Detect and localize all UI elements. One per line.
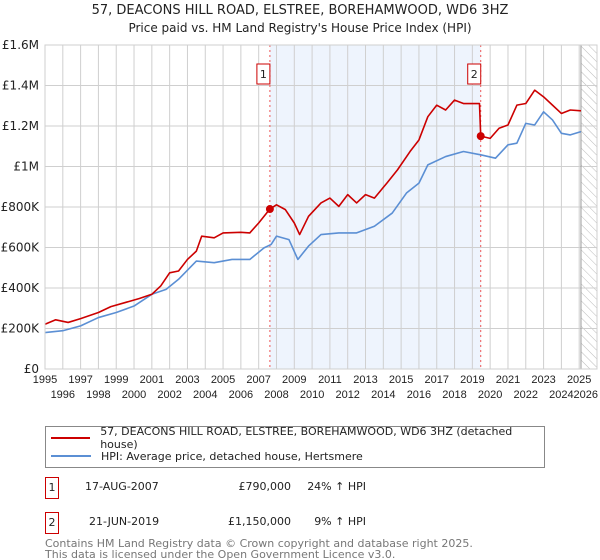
sale-marker-label: 2 [471,68,478,81]
y-tick-label: £1.4M [2,79,39,93]
transaction-price: £790,000 [238,480,292,493]
legend-red-line [51,437,91,439]
sale-point [265,205,274,214]
x-tick-label: 2002 [157,389,181,401]
y-tick-label: £1.2M [2,119,39,133]
footer-copyright: Contains HM Land Registry data © Crown c… [45,537,473,550]
x-tick-label: 2018 [442,389,466,401]
transaction-badge: 2 [45,512,59,534]
x-tick-label: 2010 [300,389,324,401]
transaction-date: 17-AUG-2007 [85,480,159,493]
x-tick-label: 2004 [193,389,217,401]
x-tick-label: 2003 [175,374,199,386]
price-chart: 1995 1996 1997 1998 1999 2000 2001 2002 2003 2004… [1,38,598,401]
sale-point [476,132,485,141]
x-tick-label: 2023 [531,374,555,386]
x-tick-label: 2017 [424,374,448,386]
legend-blue-line [51,455,91,457]
x-tick-label: 2025 [567,374,591,386]
x-tick-label: 2008 [264,389,288,401]
y-tick-label: £600K [1,241,41,255]
x-tick-label: 2012 [335,389,359,401]
sale-marker-label: 1 [260,68,267,81]
y-tick-label: £0 [24,362,39,376]
x-tick-label: 1998 [86,389,110,401]
sale-marker-box [467,63,482,85]
plot-border [44,44,598,370]
transaction-hpi: 9% ↑ HPI [314,515,366,528]
x-tick-label: 2022 [514,389,538,401]
legend-label-hpi: HPI: Average price, detached house, Hert… [101,449,363,463]
x-tick-label: 2005 [211,374,235,386]
x-tick-label: 2020 [478,389,502,401]
x-tick-label: 2015 [389,374,413,386]
legend: 57, DEACONS HILL ROAD, ELSTREE, BOREHAMW… [45,425,545,468]
x-tick-label: 1997 [68,374,92,386]
x-tick-label: 2016 [407,389,431,401]
transaction-hpi: 24% ↑ HPI [307,480,366,493]
y-tick-label: £1.6M [2,38,39,52]
x-tick-label: 2007 [246,374,270,386]
x-tick-label: 2009 [282,374,306,386]
y-tick-label: £1M [13,160,39,174]
transaction-row: 2 21-JUN-2019 £1,150,000 9% ↑ HPI [45,512,445,534]
y-tick-label: £200K [1,322,41,336]
x-tick-label: 2019 [460,374,484,386]
x-tick-label: 2026 [574,389,598,401]
y-tick-label: £800K [1,200,41,214]
legend-item-hpi: HPI: Average price, detached house, Hert… [51,448,363,464]
chart-subtitle: Price paid vs. HM Land Registry's House … [128,21,472,35]
property-price-line [44,89,582,325]
transaction-row: 1 17-AUG-2007 £790,000 24% ↑ HPI [45,477,445,499]
x-tick-label: 2011 [318,374,342,386]
chart-title: 57, DEACONS HILL ROAD, ELSTREE, BOREHAMW… [91,3,509,18]
sale-marker-box [256,63,271,85]
x-tick-label: 2006 [229,389,253,401]
transaction-badge: 1 [45,477,59,499]
transaction-date: 21-JUN-2019 [89,515,160,528]
footer-licence: This data is licensed under the Open Gov… [45,548,396,560]
hpi-line [44,111,582,334]
legend-label-property: 57, DEACONS HILL ROAD, ELSTREE, BOREHAMW… [100,425,513,451]
legend-item-property: 57, DEACONS HILL ROAD, ELSTREE, BOREHAMW… [51,425,544,451]
transaction-price: £1,150,000 [228,515,291,528]
x-tick-label: 1995 [33,374,57,386]
x-tick-label: 2024 [549,389,573,401]
x-tick-label: 1999 [104,374,128,386]
x-tick-label: 2021 [496,374,520,386]
x-tick-label: 2000 [122,389,146,401]
x-tick-label: 1996 [51,389,75,401]
x-tick-label: 2001 [140,374,164,386]
y-tick-label: £400K [1,281,41,295]
x-tick-label: 2014 [371,389,395,401]
x-tick-label: 2013 [353,374,377,386]
